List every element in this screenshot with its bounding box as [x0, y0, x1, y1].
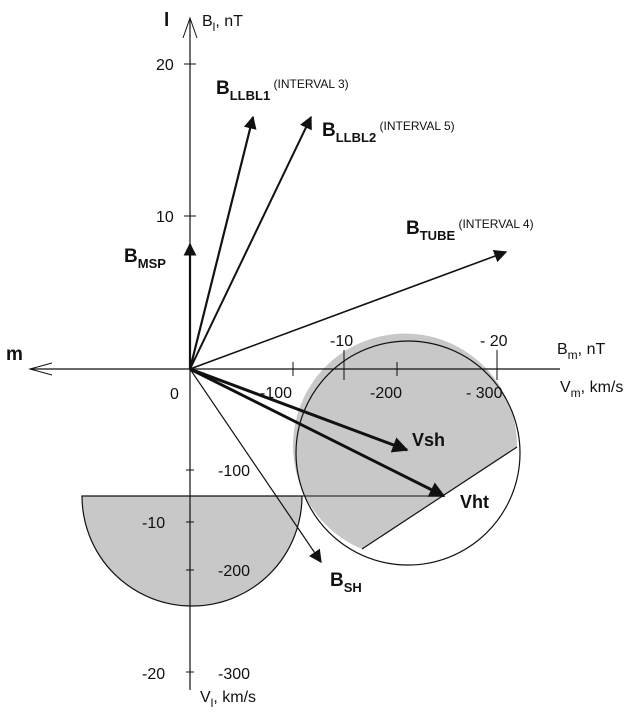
vht-vector: [189, 367, 446, 498]
bl-tick-label-20: 20: [156, 57, 174, 74]
vl-tick-label-100: -100: [218, 463, 250, 480]
b-llbl2-label: BLLBL2 (INTERVAL 5): [322, 119, 455, 145]
b-llbl2-vector: [189, 115, 312, 370]
b-tube-label: BTUBE (INTERVAL 4): [406, 217, 534, 243]
vl-axis-label: Vl, km/s: [200, 689, 256, 710]
vl-tick-label-200: -200: [218, 563, 250, 580]
b-sh-vector: [189, 368, 322, 564]
circle-chord: [361, 446, 518, 550]
origin-label: 0: [170, 386, 179, 403]
vht-label: Vht: [460, 492, 489, 512]
bl-neg-tick-label-20: -20: [142, 666, 165, 683]
velocity-circle: [295, 340, 521, 566]
velocity-circle-shaded: [293, 333, 518, 549]
bm-tick-label-20: - 20: [480, 333, 508, 350]
vl-tick-label-300: -300: [218, 666, 250, 683]
bl-neg-tick-label-10: -10: [142, 515, 165, 532]
b-llbl1-label: BLLBL1 (INTERVAL 3): [216, 77, 349, 103]
vsh-vector: [189, 367, 409, 453]
m-axis-arrowhead: [28, 362, 53, 376]
vm-axis-label: Vm, km/s: [560, 379, 623, 400]
bl-tick-label-10: 10: [156, 209, 174, 226]
bm-axis-label: Bm, nT: [557, 341, 605, 362]
b-tube-vector: [189, 249, 508, 370]
b-llbl1-vector: [188, 115, 257, 370]
vm-tick-label-200: -200: [370, 385, 402, 402]
l-axis-arrowhead: [182, 16, 198, 39]
vm-tick-label-300: - 300: [466, 385, 503, 402]
vm-tick-label-100: -100: [260, 385, 292, 402]
vsh-label: Vsh: [412, 430, 445, 450]
l-axis-label: l: [164, 10, 169, 31]
b-msp-label: BMSP: [124, 246, 166, 271]
bm-tick-label-10: -10: [330, 333, 353, 350]
m-axis-label: m: [6, 344, 23, 365]
vl-region-shape: [81, 495, 303, 607]
b-sh-label: BSH: [330, 570, 362, 595]
bl-axis-label: Bl, nT: [202, 13, 243, 34]
